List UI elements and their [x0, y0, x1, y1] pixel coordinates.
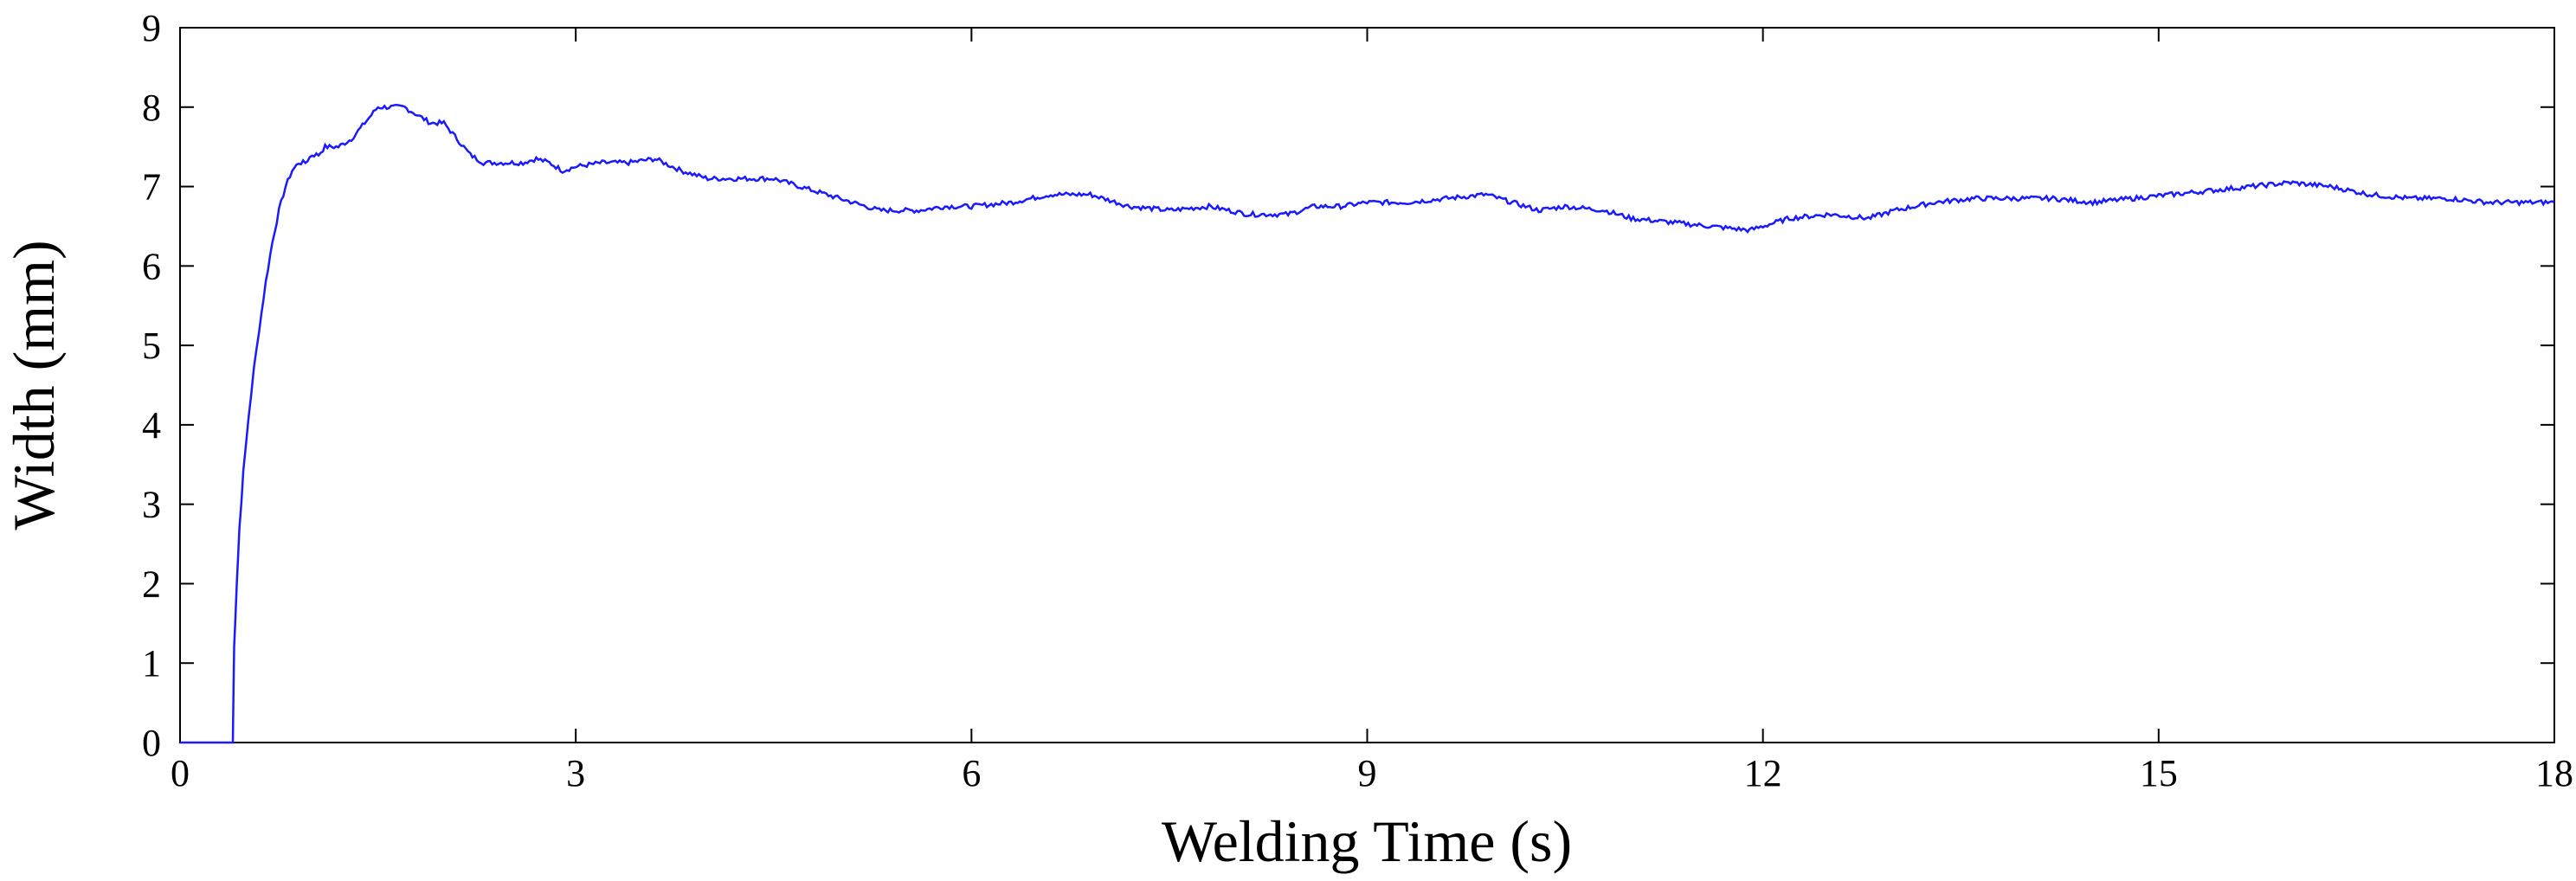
y-tick-label: 9 — [142, 7, 161, 49]
y-tick-label: 5 — [142, 325, 161, 367]
plot-frame — [179, 27, 2555, 743]
y-tick-label: 0 — [142, 722, 161, 764]
plot-area — [179, 27, 2555, 743]
y-tick-label: 8 — [142, 87, 161, 129]
y-tick-label: 3 — [142, 484, 161, 526]
x-tick-label: 0 — [171, 752, 190, 794]
x-tick-label: 3 — [566, 752, 585, 794]
x-tick-label: 15 — [2140, 752, 2178, 794]
x-axis: 0 3 6 9 12 15 18 — [171, 28, 2573, 794]
y-tick-label: 1 — [142, 642, 161, 685]
x-tick-label: 18 — [2535, 752, 2573, 794]
series-line-0 — [180, 103, 2555, 744]
y-axis: 0 1 2 3 4 5 6 7 8 9 — [142, 7, 2554, 764]
y-axis-title: Width (mm) — [1, 240, 67, 530]
x-tick-label: 12 — [1744, 752, 1782, 794]
y-tick-label: 6 — [142, 245, 161, 287]
x-tick-label: 9 — [1358, 752, 1377, 794]
x-tick-label: 6 — [962, 752, 981, 794]
y-tick-label: 7 — [142, 166, 161, 209]
y-tick-label: 4 — [142, 404, 161, 447]
x-axis-title: Welding Time (s) — [1162, 808, 1572, 874]
series-layer — [179, 103, 2555, 744]
y-tick-label: 2 — [142, 563, 161, 605]
